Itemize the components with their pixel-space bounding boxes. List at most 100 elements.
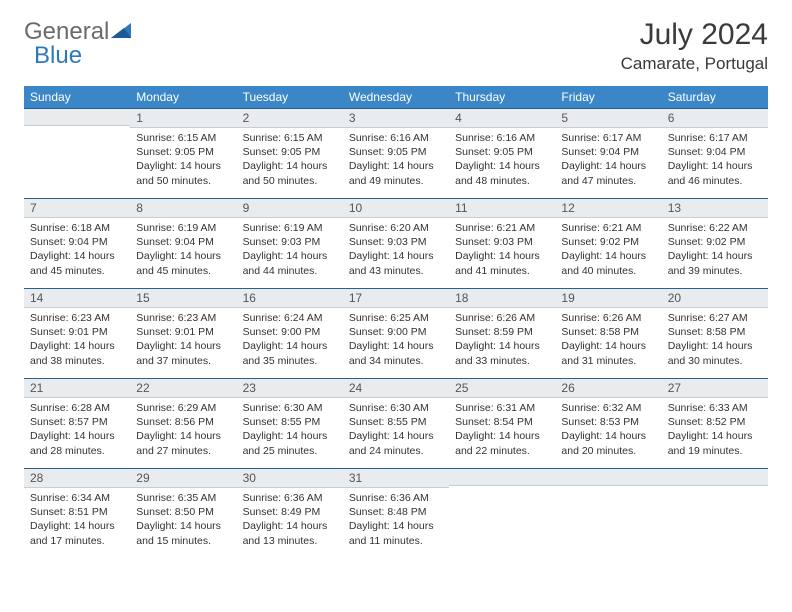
daylight-text-1: Daylight: 14 hours	[136, 429, 230, 443]
day-details: Sunrise: 6:17 AMSunset: 9:04 PMDaylight:…	[555, 128, 661, 192]
weekday-header: Tuesday	[237, 86, 343, 108]
sunset-text: Sunset: 8:55 PM	[349, 415, 443, 429]
sunset-text: Sunset: 9:01 PM	[30, 325, 124, 339]
day-details: Sunrise: 6:32 AMSunset: 8:53 PMDaylight:…	[555, 398, 661, 462]
sunrise-text: Sunrise: 6:23 AM	[136, 311, 230, 325]
daylight-text-1: Daylight: 14 hours	[30, 519, 124, 533]
daylight-text-1: Daylight: 14 hours	[136, 339, 230, 353]
day-number: 28	[24, 468, 130, 488]
sunrise-text: Sunrise: 6:30 AM	[243, 401, 337, 415]
day-details: Sunrise: 6:23 AMSunset: 9:01 PMDaylight:…	[24, 308, 130, 372]
sunrise-text: Sunrise: 6:34 AM	[30, 491, 124, 505]
daylight-text-2: and 46 minutes.	[668, 174, 762, 188]
calendar-cell: 5Sunrise: 6:17 AMSunset: 9:04 PMDaylight…	[555, 108, 661, 198]
calendar-cell	[555, 468, 661, 558]
calendar-cell	[449, 468, 555, 558]
calendar-cell: 3Sunrise: 6:16 AMSunset: 9:05 PMDaylight…	[343, 108, 449, 198]
day-details: Sunrise: 6:27 AMSunset: 8:58 PMDaylight:…	[662, 308, 768, 372]
daylight-text-1: Daylight: 14 hours	[455, 249, 549, 263]
sunrise-text: Sunrise: 6:36 AM	[243, 491, 337, 505]
sunrise-text: Sunrise: 6:27 AM	[668, 311, 762, 325]
daylight-text-2: and 30 minutes.	[668, 354, 762, 368]
daylight-text-2: and 49 minutes.	[349, 174, 443, 188]
calendar-cell: 13Sunrise: 6:22 AMSunset: 9:02 PMDayligh…	[662, 198, 768, 288]
daylight-text-1: Daylight: 14 hours	[668, 249, 762, 263]
weekday-header: Saturday	[662, 86, 768, 108]
daylight-text-1: Daylight: 14 hours	[243, 519, 337, 533]
empty-day-header	[24, 108, 130, 126]
sunrise-text: Sunrise: 6:17 AM	[561, 131, 655, 145]
daylight-text-2: and 39 minutes.	[668, 264, 762, 278]
day-details: Sunrise: 6:34 AMSunset: 8:51 PMDaylight:…	[24, 488, 130, 552]
weekday-header: Monday	[130, 86, 236, 108]
sunset-text: Sunset: 8:51 PM	[30, 505, 124, 519]
daylight-text-2: and 11 minutes.	[349, 534, 443, 548]
sunset-text: Sunset: 9:05 PM	[455, 145, 549, 159]
daylight-text-2: and 40 minutes.	[561, 264, 655, 278]
sunrise-text: Sunrise: 6:21 AM	[455, 221, 549, 235]
calendar-cell	[662, 468, 768, 558]
calendar-week-row: 14Sunrise: 6:23 AMSunset: 9:01 PMDayligh…	[24, 288, 768, 378]
calendar-cell: 14Sunrise: 6:23 AMSunset: 9:01 PMDayligh…	[24, 288, 130, 378]
sunrise-text: Sunrise: 6:17 AM	[668, 131, 762, 145]
sunrise-text: Sunrise: 6:30 AM	[349, 401, 443, 415]
day-details: Sunrise: 6:24 AMSunset: 9:00 PMDaylight:…	[237, 308, 343, 372]
day-details: Sunrise: 6:16 AMSunset: 9:05 PMDaylight:…	[343, 128, 449, 192]
daylight-text-2: and 20 minutes.	[561, 444, 655, 458]
day-number: 12	[555, 198, 661, 218]
sunrise-text: Sunrise: 6:29 AM	[136, 401, 230, 415]
sunset-text: Sunset: 8:54 PM	[455, 415, 549, 429]
daylight-text-1: Daylight: 14 hours	[349, 339, 443, 353]
daylight-text-2: and 28 minutes.	[30, 444, 124, 458]
day-details: Sunrise: 6:30 AMSunset: 8:55 PMDaylight:…	[237, 398, 343, 462]
day-details: Sunrise: 6:19 AMSunset: 9:04 PMDaylight:…	[130, 218, 236, 282]
day-number: 24	[343, 378, 449, 398]
day-number: 9	[237, 198, 343, 218]
sunrise-text: Sunrise: 6:28 AM	[30, 401, 124, 415]
calendar-cell: 30Sunrise: 6:36 AMSunset: 8:49 PMDayligh…	[237, 468, 343, 558]
sunset-text: Sunset: 9:05 PM	[349, 145, 443, 159]
day-details: Sunrise: 6:31 AMSunset: 8:54 PMDaylight:…	[449, 398, 555, 462]
daylight-text-2: and 33 minutes.	[455, 354, 549, 368]
sunrise-text: Sunrise: 6:26 AM	[561, 311, 655, 325]
sunrise-text: Sunrise: 6:21 AM	[561, 221, 655, 235]
day-details: Sunrise: 6:33 AMSunset: 8:52 PMDaylight:…	[662, 398, 768, 462]
daylight-text-2: and 47 minutes.	[561, 174, 655, 188]
daylight-text-1: Daylight: 14 hours	[561, 249, 655, 263]
day-details: Sunrise: 6:23 AMSunset: 9:01 PMDaylight:…	[130, 308, 236, 372]
daylight-text-1: Daylight: 14 hours	[349, 249, 443, 263]
calendar-cell: 6Sunrise: 6:17 AMSunset: 9:04 PMDaylight…	[662, 108, 768, 198]
day-details: Sunrise: 6:15 AMSunset: 9:05 PMDaylight:…	[237, 128, 343, 192]
day-number: 11	[449, 198, 555, 218]
day-details: Sunrise: 6:18 AMSunset: 9:04 PMDaylight:…	[24, 218, 130, 282]
header: General July 2024 Camarate, Portugal	[24, 18, 768, 74]
day-number: 10	[343, 198, 449, 218]
day-details: Sunrise: 6:19 AMSunset: 9:03 PMDaylight:…	[237, 218, 343, 282]
daylight-text-1: Daylight: 14 hours	[561, 429, 655, 443]
day-details: Sunrise: 6:28 AMSunset: 8:57 PMDaylight:…	[24, 398, 130, 462]
calendar-week-row: 7Sunrise: 6:18 AMSunset: 9:04 PMDaylight…	[24, 198, 768, 288]
calendar-cell: 8Sunrise: 6:19 AMSunset: 9:04 PMDaylight…	[130, 198, 236, 288]
daylight-text-2: and 50 minutes.	[136, 174, 230, 188]
daylight-text-2: and 17 minutes.	[30, 534, 124, 548]
daylight-text-1: Daylight: 14 hours	[243, 249, 337, 263]
daylight-text-1: Daylight: 14 hours	[668, 339, 762, 353]
daylight-text-2: and 43 minutes.	[349, 264, 443, 278]
daylight-text-2: and 41 minutes.	[455, 264, 549, 278]
calendar-week-row: 21Sunrise: 6:28 AMSunset: 8:57 PMDayligh…	[24, 378, 768, 468]
day-details: Sunrise: 6:36 AMSunset: 8:49 PMDaylight:…	[237, 488, 343, 552]
calendar-cell: 24Sunrise: 6:30 AMSunset: 8:55 PMDayligh…	[343, 378, 449, 468]
day-details: Sunrise: 6:15 AMSunset: 9:05 PMDaylight:…	[130, 128, 236, 192]
logo-triangle-icon	[111, 18, 133, 46]
sunrise-text: Sunrise: 6:19 AM	[243, 221, 337, 235]
calendar-cell: 28Sunrise: 6:34 AMSunset: 8:51 PMDayligh…	[24, 468, 130, 558]
sunset-text: Sunset: 9:00 PM	[243, 325, 337, 339]
daylight-text-1: Daylight: 14 hours	[30, 249, 124, 263]
sunrise-text: Sunrise: 6:24 AM	[243, 311, 337, 325]
calendar-cell: 23Sunrise: 6:30 AMSunset: 8:55 PMDayligh…	[237, 378, 343, 468]
day-number: 13	[662, 198, 768, 218]
sunset-text: Sunset: 9:05 PM	[136, 145, 230, 159]
daylight-text-1: Daylight: 14 hours	[561, 339, 655, 353]
sunrise-text: Sunrise: 6:16 AM	[349, 131, 443, 145]
day-number: 29	[130, 468, 236, 488]
